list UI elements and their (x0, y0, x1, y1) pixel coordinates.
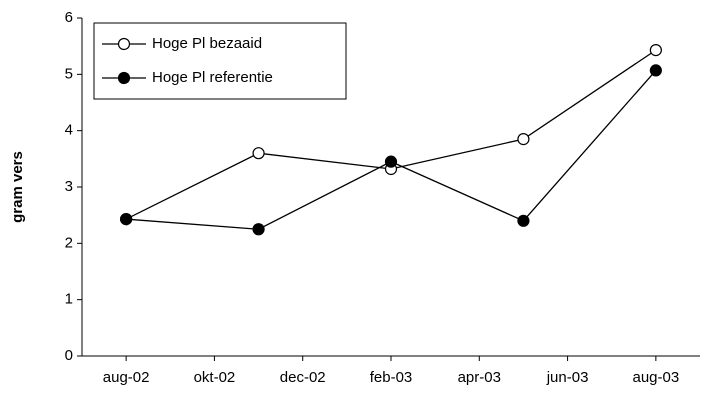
legend-label: Hoge Pl bezaaid (152, 35, 262, 52)
y-tick-label: 4 (65, 122, 73, 139)
legend-marker (117, 37, 131, 51)
y-tick-label: 0 (65, 347, 73, 364)
y-tick-label: 2 (65, 234, 73, 251)
x-tick-label: apr-03 (458, 369, 501, 386)
y-tick-label: 1 (65, 291, 73, 308)
y-axis-label: gram vers (9, 151, 26, 223)
y-tick-label: 6 (65, 9, 73, 26)
x-tick-label: feb-03 (370, 369, 413, 386)
x-tick-label: jun-03 (546, 369, 589, 386)
point (649, 64, 662, 77)
point (517, 133, 530, 146)
legend-marker (117, 71, 131, 85)
point (384, 155, 398, 168)
legend-box (93, 22, 347, 100)
y-tick-label: 3 (65, 178, 73, 195)
point (120, 213, 133, 226)
x-tick-label: aug-03 (632, 369, 679, 386)
point (252, 147, 265, 160)
point (517, 214, 530, 227)
x-tick-label: dec-02 (280, 369, 326, 386)
y-tick-label: 5 (65, 65, 73, 82)
x-tick-label: aug-02 (103, 369, 150, 386)
x-tick-label: okt-02 (194, 369, 236, 386)
legend-label: Hoge Pl referentie (152, 69, 273, 86)
point (252, 223, 265, 236)
point (649, 44, 662, 57)
